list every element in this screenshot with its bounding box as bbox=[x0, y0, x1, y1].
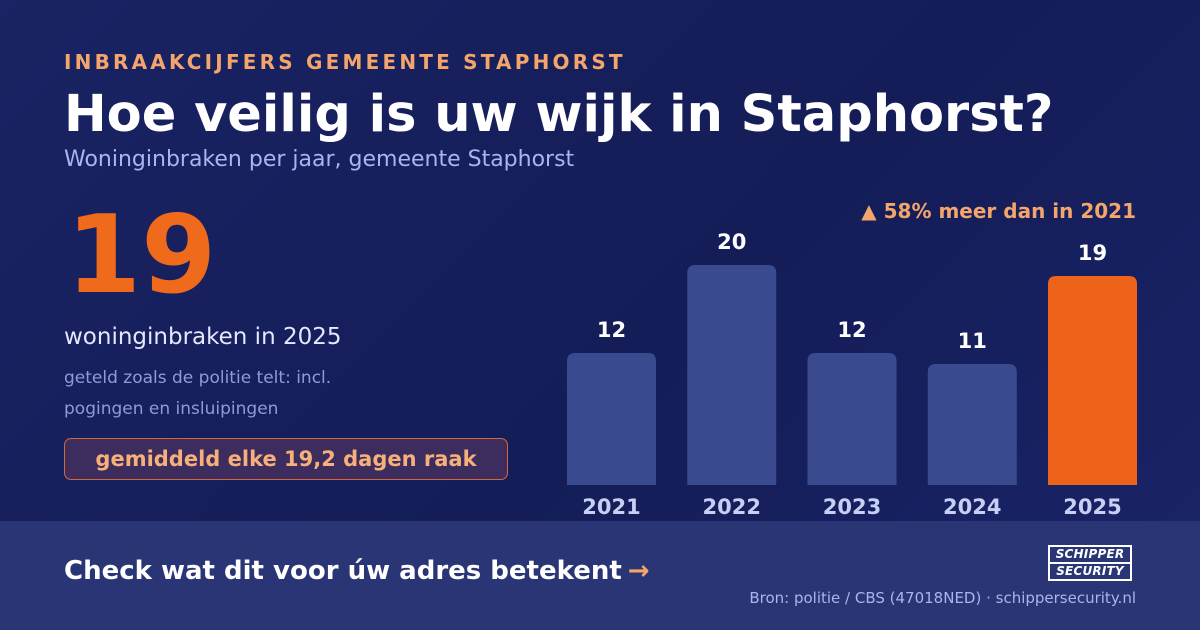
value-label-2023: 12 bbox=[837, 318, 866, 342]
x-tick-label-2021: 2021 bbox=[582, 495, 640, 519]
highlight-caption: woninginbraken in 2025 bbox=[64, 324, 342, 350]
highlight-number: 19 bbox=[66, 193, 217, 318]
x-tick-label-2022: 2022 bbox=[703, 495, 761, 519]
value-label-2022: 20 bbox=[717, 230, 746, 254]
counting-note: geteld zoals de politie telt: incl. pogi… bbox=[64, 368, 332, 419]
arrow-right-icon: → bbox=[627, 556, 650, 586]
logo-line-1: SCHIPPER bbox=[1050, 547, 1130, 564]
logo-line-2: SECURITY bbox=[1056, 564, 1124, 578]
change-indicator: ▲ 58% meer dan in 2021 bbox=[861, 199, 1136, 223]
value-label-2025: 19 bbox=[1078, 241, 1107, 265]
bar-2024 bbox=[927, 364, 1017, 485]
value-label-2021: 12 bbox=[597, 318, 626, 342]
frequency-pill: gemiddeld elke 19,2 dagen raak bbox=[64, 438, 508, 480]
cta-link[interactable]: Check wat dit voor úw adres betekent → bbox=[64, 556, 650, 586]
page-subtitle: Woninginbraken per jaar, gemeente Stapho… bbox=[64, 147, 575, 172]
bar-2021 bbox=[567, 353, 656, 485]
eyebrow-label: INBRAAKCIJFERS GEMEENTE STAPHORST bbox=[64, 50, 626, 74]
bar-2023 bbox=[807, 353, 897, 485]
x-tick-label-2025: 2025 bbox=[1063, 495, 1121, 519]
brand-logo: SCHIPPER SECURITY bbox=[1048, 545, 1132, 581]
footer-bar bbox=[0, 521, 1200, 630]
x-tick-label-2024: 2024 bbox=[943, 495, 1001, 519]
bar-2022 bbox=[687, 265, 777, 485]
bar-2025 bbox=[1048, 276, 1137, 485]
value-label-2024: 11 bbox=[958, 329, 987, 353]
cta-text: Check wat dit voor úw adres betekent bbox=[64, 556, 622, 586]
x-tick-label-2023: 2023 bbox=[823, 495, 881, 519]
source-note: Bron: politie / CBS (47018NED) · schippe… bbox=[749, 589, 1136, 607]
page-title: Hoe veilig is uw wijk in Staphorst? bbox=[64, 85, 1054, 144]
